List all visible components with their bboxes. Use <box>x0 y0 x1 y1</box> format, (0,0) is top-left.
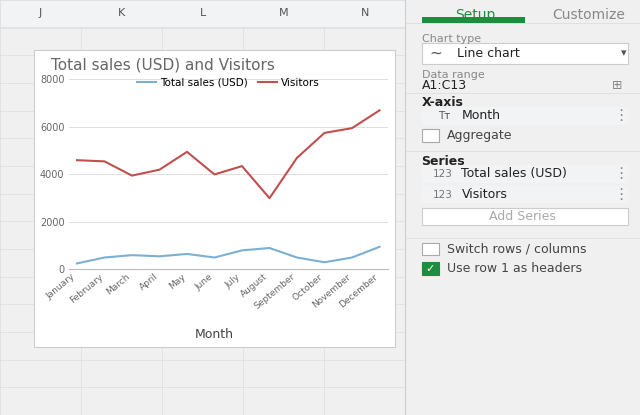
Bar <box>422 43 628 64</box>
Bar <box>35 50 395 347</box>
Text: Use row 1 as headers: Use row 1 as headers <box>447 262 582 275</box>
Text: 123: 123 <box>433 190 453 200</box>
Legend: Total sales (USD), Visitors: Total sales (USD), Visitors <box>132 73 324 92</box>
Text: ✓: ✓ <box>426 264 435 273</box>
Text: ⋮: ⋮ <box>614 108 629 123</box>
Text: Chart type: Chart type <box>422 34 481 44</box>
Text: Customize: Customize <box>552 7 625 22</box>
Text: ~: ~ <box>429 46 442 61</box>
Bar <box>422 17 525 23</box>
Text: 123: 123 <box>433 169 453 179</box>
Bar <box>405 238 640 239</box>
Bar <box>405 93 640 94</box>
Text: ⋮: ⋮ <box>614 166 629 181</box>
Bar <box>422 129 439 142</box>
Text: Line chart: Line chart <box>457 46 520 60</box>
Bar <box>422 107 628 124</box>
Bar <box>422 262 439 275</box>
Text: K: K <box>118 8 125 19</box>
Text: N: N <box>360 8 369 19</box>
Text: M: M <box>279 8 289 19</box>
Text: Data range: Data range <box>422 70 484 80</box>
Text: J: J <box>39 8 42 19</box>
Text: Tт: Tт <box>438 111 451 121</box>
Bar <box>422 165 628 183</box>
Text: Series: Series <box>422 154 465 168</box>
Text: Aggregate: Aggregate <box>447 129 513 142</box>
Text: Total sales (USD) and Visitors: Total sales (USD) and Visitors <box>51 57 275 72</box>
Text: Add Series: Add Series <box>489 210 556 223</box>
Text: X-axis: X-axis <box>422 96 463 109</box>
Text: ▾: ▾ <box>621 48 627 58</box>
Bar <box>422 186 628 203</box>
Bar <box>405 151 640 152</box>
Text: Total sales (USD): Total sales (USD) <box>461 167 568 181</box>
Text: L: L <box>200 8 205 19</box>
Bar <box>0 0 405 27</box>
Bar <box>422 208 628 225</box>
Text: ⊞: ⊞ <box>612 78 622 92</box>
Text: Setup: Setup <box>456 7 496 22</box>
Bar <box>422 243 439 255</box>
Text: Visitors: Visitors <box>461 188 508 201</box>
Text: Month: Month <box>195 328 234 342</box>
Text: Switch rows / columns: Switch rows / columns <box>447 242 587 256</box>
Text: A1:C13: A1:C13 <box>422 78 467 92</box>
Text: Month: Month <box>461 109 500 122</box>
Bar <box>405 23 640 24</box>
Text: ⋮: ⋮ <box>614 187 629 202</box>
